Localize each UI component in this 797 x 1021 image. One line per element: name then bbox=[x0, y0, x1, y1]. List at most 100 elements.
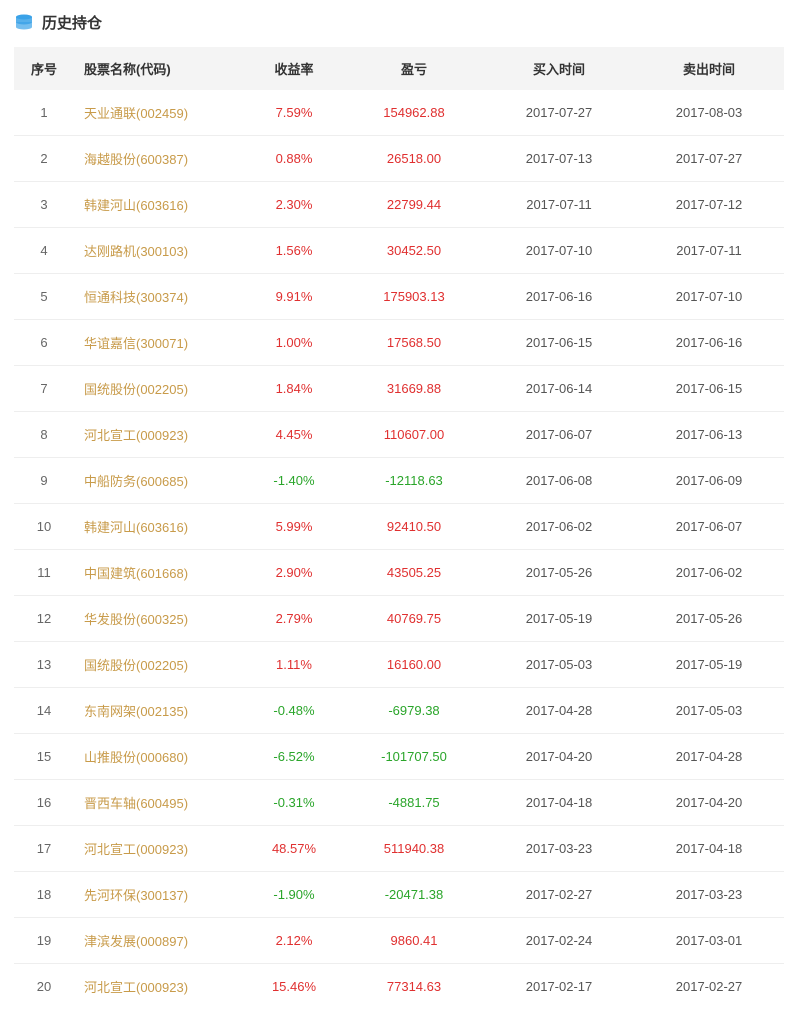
cell-return-rate: 2.12% bbox=[244, 918, 344, 964]
cell-stock-name[interactable]: 恒通科技(300374) bbox=[74, 274, 244, 320]
cell-return-rate: 1.11% bbox=[244, 642, 344, 688]
table-row: 6华谊嘉信(300071)1.00%17568.502017-06-152017… bbox=[14, 320, 784, 366]
table-row: 15山推股份(000680)-6.52%-101707.502017-04-20… bbox=[14, 734, 784, 780]
section-title: 历史持仓 bbox=[42, 12, 102, 33]
cell-return-rate: 1.00% bbox=[244, 320, 344, 366]
cell-sell-date: 2017-06-02 bbox=[634, 550, 784, 596]
cell-index: 18 bbox=[14, 872, 74, 918]
table-header-row: 序号 股票名称(代码) 收益率 盈亏 买入时间 卖出时间 bbox=[14, 47, 784, 90]
cell-sell-date: 2017-05-03 bbox=[634, 688, 784, 734]
cell-return-rate: 4.45% bbox=[244, 412, 344, 458]
cell-profit-loss: 92410.50 bbox=[344, 504, 484, 550]
cell-stock-name[interactable]: 华发股份(600325) bbox=[74, 596, 244, 642]
cell-index: 7 bbox=[14, 366, 74, 412]
cell-return-rate: -0.31% bbox=[244, 780, 344, 826]
cell-return-rate: -1.40% bbox=[244, 458, 344, 504]
table-row: 16晋西车轴(600495)-0.31%-4881.752017-04-1820… bbox=[14, 780, 784, 826]
table-row: 19津滨发展(000897)2.12%9860.412017-02-242017… bbox=[14, 918, 784, 964]
table-row: 4达刚路机(300103)1.56%30452.502017-07-102017… bbox=[14, 228, 784, 274]
table-row: 9中船防务(600685)-1.40%-12118.632017-06-0820… bbox=[14, 458, 784, 504]
cell-stock-name[interactable]: 河北宣工(000923) bbox=[74, 826, 244, 872]
col-header-rate: 收益率 bbox=[244, 47, 344, 90]
cell-buy-date: 2017-05-26 bbox=[484, 550, 634, 596]
cell-stock-name[interactable]: 天业通联(002459) bbox=[74, 90, 244, 136]
cell-buy-date: 2017-07-27 bbox=[484, 90, 634, 136]
cell-index: 4 bbox=[14, 228, 74, 274]
cell-buy-date: 2017-04-20 bbox=[484, 734, 634, 780]
cell-profit-loss: 154962.88 bbox=[344, 90, 484, 136]
cell-profit-loss: 31669.88 bbox=[344, 366, 484, 412]
cell-stock-name[interactable]: 河北宣工(000923) bbox=[74, 412, 244, 458]
cell-profit-loss: 16160.00 bbox=[344, 642, 484, 688]
table-row: 7国统股份(002205)1.84%31669.882017-06-142017… bbox=[14, 366, 784, 412]
cell-stock-name[interactable]: 东南网架(002135) bbox=[74, 688, 244, 734]
cell-sell-date: 2017-07-12 bbox=[634, 182, 784, 228]
cell-profit-loss: 511940.38 bbox=[344, 826, 484, 872]
cell-stock-name[interactable]: 国统股份(002205) bbox=[74, 642, 244, 688]
database-icon bbox=[14, 14, 34, 32]
cell-return-rate: 15.46% bbox=[244, 964, 344, 1010]
cell-stock-name[interactable]: 韩建河山(603616) bbox=[74, 182, 244, 228]
cell-sell-date: 2017-04-20 bbox=[634, 780, 784, 826]
cell-sell-date: 2017-06-09 bbox=[634, 458, 784, 504]
cell-stock-name[interactable]: 中国建筑(601668) bbox=[74, 550, 244, 596]
cell-sell-date: 2017-05-19 bbox=[634, 642, 784, 688]
cell-sell-date: 2017-07-11 bbox=[634, 228, 784, 274]
cell-stock-name[interactable]: 海越股份(600387) bbox=[74, 136, 244, 182]
cell-sell-date: 2017-03-01 bbox=[634, 918, 784, 964]
cell-stock-name[interactable]: 津滨发展(000897) bbox=[74, 918, 244, 964]
table-row: 17河北宣工(000923)48.57%511940.382017-03-232… bbox=[14, 826, 784, 872]
cell-index: 10 bbox=[14, 504, 74, 550]
cell-profit-loss: 110607.00 bbox=[344, 412, 484, 458]
cell-sell-date: 2017-06-13 bbox=[634, 412, 784, 458]
cell-buy-date: 2017-06-02 bbox=[484, 504, 634, 550]
cell-stock-name[interactable]: 国统股份(002205) bbox=[74, 366, 244, 412]
cell-index: 15 bbox=[14, 734, 74, 780]
cell-buy-date: 2017-07-13 bbox=[484, 136, 634, 182]
cell-stock-name[interactable]: 河北宣工(000923) bbox=[74, 964, 244, 1010]
cell-profit-loss: -6979.38 bbox=[344, 688, 484, 734]
section-header: 历史持仓 bbox=[14, 12, 783, 33]
cell-index: 17 bbox=[14, 826, 74, 872]
cell-return-rate: 2.30% bbox=[244, 182, 344, 228]
cell-buy-date: 2017-06-16 bbox=[484, 274, 634, 320]
cell-return-rate: -6.52% bbox=[244, 734, 344, 780]
cell-buy-date: 2017-02-27 bbox=[484, 872, 634, 918]
cell-stock-name[interactable]: 晋西车轴(600495) bbox=[74, 780, 244, 826]
cell-sell-date: 2017-06-16 bbox=[634, 320, 784, 366]
cell-profit-loss: 22799.44 bbox=[344, 182, 484, 228]
table-row: 2海越股份(600387)0.88%26518.002017-07-132017… bbox=[14, 136, 784, 182]
cell-profit-loss: 30452.50 bbox=[344, 228, 484, 274]
cell-profit-loss: 9860.41 bbox=[344, 918, 484, 964]
table-row: 12华发股份(600325)2.79%40769.752017-05-19201… bbox=[14, 596, 784, 642]
cell-return-rate: -1.90% bbox=[244, 872, 344, 918]
col-header-pl: 盈亏 bbox=[344, 47, 484, 90]
table-row: 14东南网架(002135)-0.48%-6979.382017-04-2820… bbox=[14, 688, 784, 734]
cell-stock-name[interactable]: 先河环保(300137) bbox=[74, 872, 244, 918]
cell-index: 1 bbox=[14, 90, 74, 136]
cell-stock-name[interactable]: 韩建河山(603616) bbox=[74, 504, 244, 550]
cell-buy-date: 2017-02-17 bbox=[484, 964, 634, 1010]
cell-buy-date: 2017-06-07 bbox=[484, 412, 634, 458]
cell-profit-loss: 26518.00 bbox=[344, 136, 484, 182]
cell-index: 20 bbox=[14, 964, 74, 1010]
table-row: 18先河环保(300137)-1.90%-20471.382017-02-272… bbox=[14, 872, 784, 918]
cell-buy-date: 2017-07-10 bbox=[484, 228, 634, 274]
col-header-index: 序号 bbox=[14, 47, 74, 90]
cell-index: 3 bbox=[14, 182, 74, 228]
cell-return-rate: 7.59% bbox=[244, 90, 344, 136]
cell-stock-name[interactable]: 达刚路机(300103) bbox=[74, 228, 244, 274]
cell-return-rate: 0.88% bbox=[244, 136, 344, 182]
cell-stock-name[interactable]: 中船防务(600685) bbox=[74, 458, 244, 504]
cell-buy-date: 2017-04-18 bbox=[484, 780, 634, 826]
cell-return-rate: 1.56% bbox=[244, 228, 344, 274]
cell-stock-name[interactable]: 华谊嘉信(300071) bbox=[74, 320, 244, 366]
cell-profit-loss: 40769.75 bbox=[344, 596, 484, 642]
cell-buy-date: 2017-05-03 bbox=[484, 642, 634, 688]
cell-buy-date: 2017-06-15 bbox=[484, 320, 634, 366]
cell-stock-name[interactable]: 山推股份(000680) bbox=[74, 734, 244, 780]
cell-buy-date: 2017-06-14 bbox=[484, 366, 634, 412]
cell-sell-date: 2017-02-27 bbox=[634, 964, 784, 1010]
cell-index: 8 bbox=[14, 412, 74, 458]
cell-profit-loss: -20471.38 bbox=[344, 872, 484, 918]
